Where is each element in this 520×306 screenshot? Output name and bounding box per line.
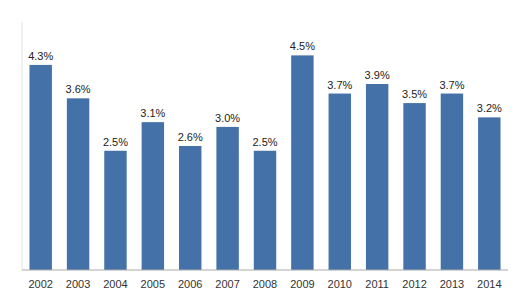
bar (142, 122, 164, 270)
data-label: 3.6% (66, 83, 91, 95)
x-tick-label: 2003 (66, 278, 90, 290)
data-label: 2.5% (252, 136, 277, 148)
y-axis-line (22, 22, 23, 270)
bar (67, 98, 89, 270)
bar (216, 127, 238, 270)
data-label: 3.2% (477, 102, 502, 114)
chart: 4.3% 3.6% 2.5% 3.1% 2.6% 3.0% 2.5% 4.5% 3.7% 3.9%… (0, 0, 520, 306)
chart-container: 4.3% 3.6% 2.5% 3.1% 2.6% 3.0% 2.5% 4.5% 3.7% 3.9%… (0, 0, 520, 306)
x-tick-label: 2006 (178, 278, 202, 290)
bar (478, 117, 500, 270)
x-tick-label: 2011 (365, 278, 389, 290)
bar (403, 103, 425, 270)
bar (29, 65, 51, 270)
data-label: 2.5% (103, 136, 128, 148)
bar (104, 151, 126, 270)
bar (179, 146, 201, 270)
x-axis-line (22, 270, 508, 271)
x-tick-label: 2013 (440, 278, 464, 290)
x-tick-label: 2004 (103, 278, 127, 290)
x-tick-label: 2002 (28, 278, 52, 290)
data-label: 3.9% (365, 69, 390, 81)
x-tick-label: 2005 (141, 278, 165, 290)
x-tick-label: 2010 (328, 278, 352, 290)
bar (291, 55, 313, 270)
x-tick-label: 2009 (290, 278, 314, 290)
bar (254, 151, 276, 270)
bar (366, 84, 388, 270)
data-label: 4.5% (290, 40, 315, 52)
x-tick-label: 2012 (402, 278, 426, 290)
data-label: 3.0% (215, 112, 240, 124)
bar (441, 94, 463, 270)
data-label: 2.6% (178, 131, 203, 143)
x-tick-label: 2014 (477, 278, 501, 290)
data-label: 3.7% (439, 79, 464, 91)
data-label: 4.3% (28, 50, 53, 62)
x-tick-label: 2007 (215, 278, 239, 290)
data-label: 3.1% (140, 107, 165, 119)
data-label: 3.5% (402, 88, 427, 100)
x-tick-label: 2008 (253, 278, 277, 290)
bar (329, 94, 351, 270)
bars (29, 55, 500, 270)
data-label: 3.7% (327, 79, 352, 91)
